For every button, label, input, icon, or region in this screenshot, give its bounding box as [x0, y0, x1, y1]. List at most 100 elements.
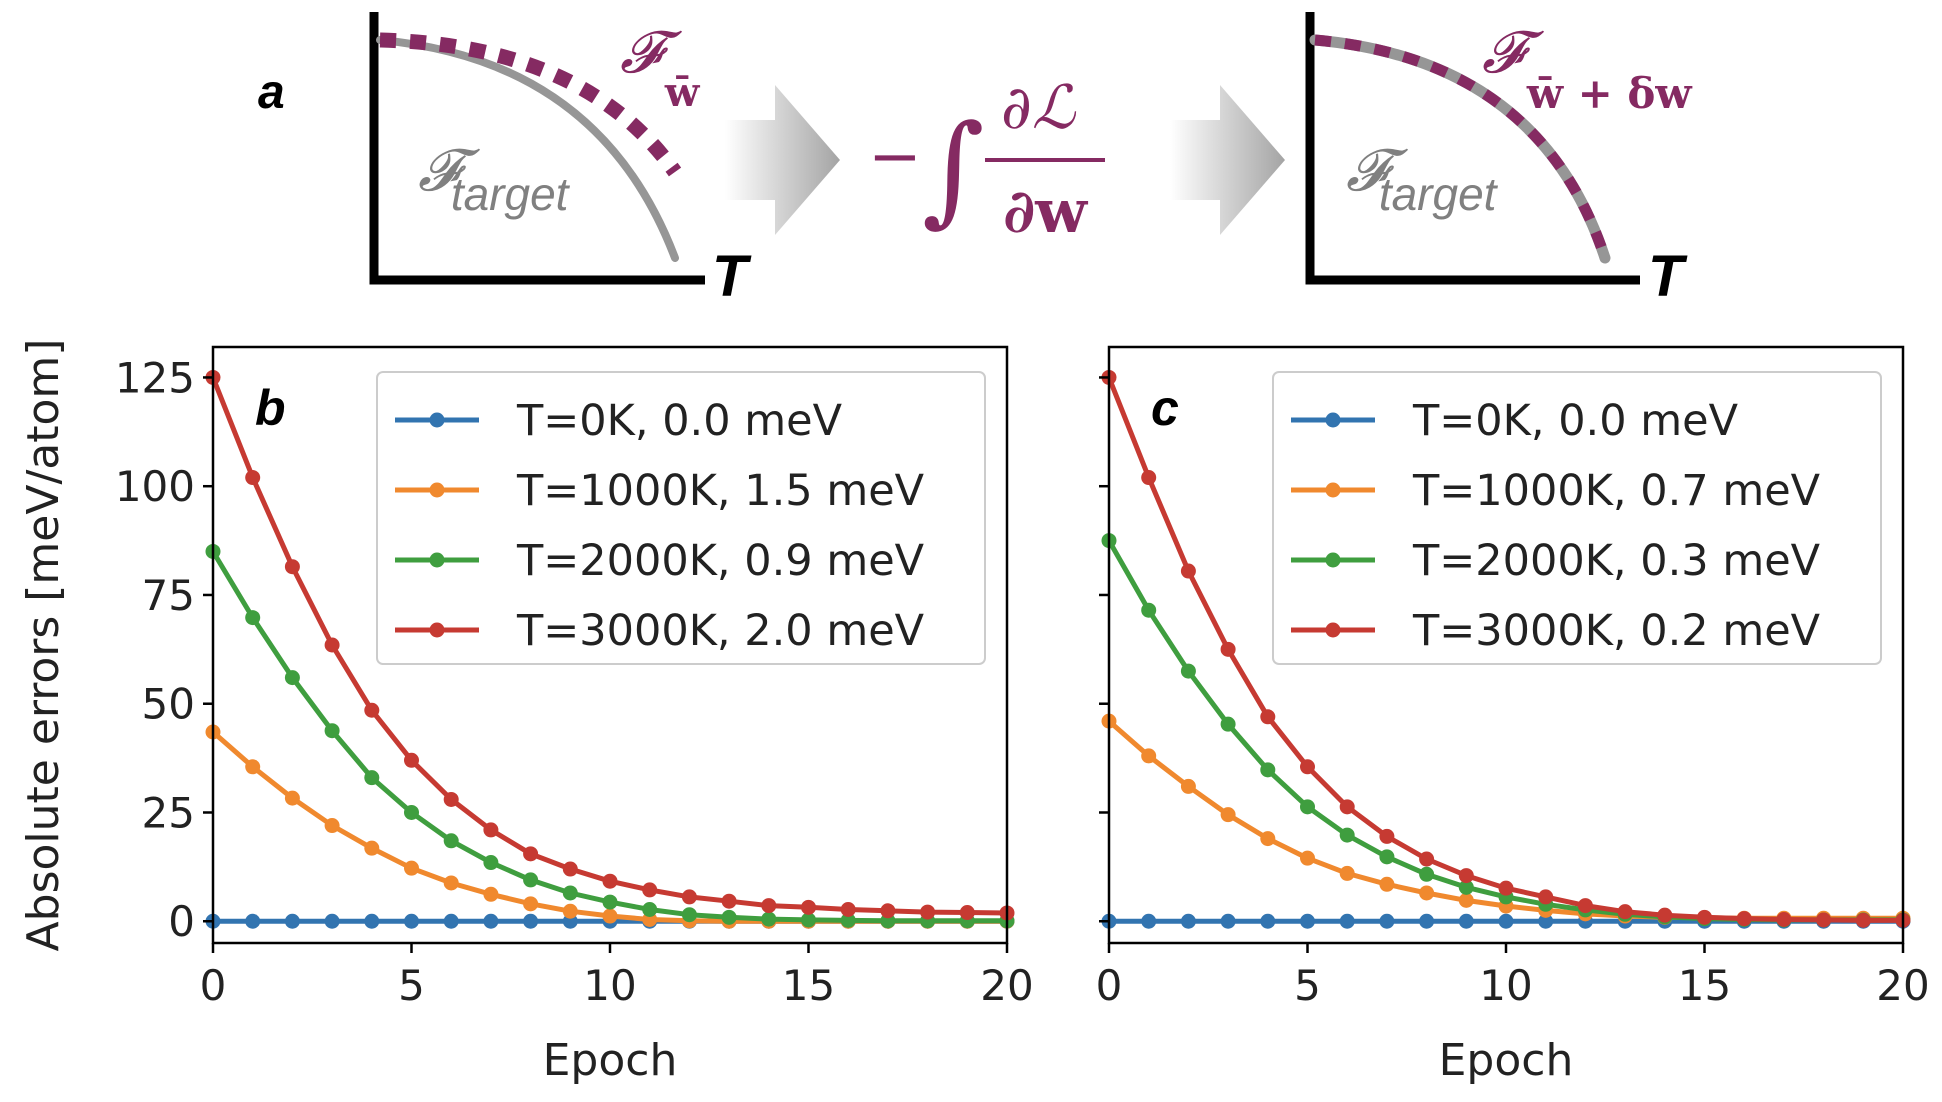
- legend-entry: T=3000K, 2.0 meV: [395, 606, 925, 656]
- x-tick-label: 0: [200, 961, 227, 1010]
- data-point: [1458, 879, 1474, 895]
- data-point: [1498, 880, 1514, 896]
- data-point: [1458, 868, 1474, 884]
- data-point: [1697, 909, 1712, 925]
- left-model-label: 𝓕w̄: [620, 18, 701, 116]
- left-target-label: 𝓕target: [418, 136, 571, 220]
- data-point: [602, 873, 618, 889]
- x-tick-label: 20: [980, 961, 1033, 1010]
- right-target-label: 𝓕target: [1346, 136, 1499, 220]
- data-point: [284, 790, 300, 806]
- data-point: [1419, 866, 1435, 882]
- data-point: [1220, 807, 1236, 823]
- data-point: [245, 610, 261, 626]
- left-target-subscript: target: [451, 168, 571, 220]
- arrow-2: [1170, 85, 1285, 235]
- y-tick-label: 100: [115, 462, 195, 511]
- data-point: [443, 833, 459, 849]
- data-point: [721, 909, 737, 925]
- right-sketch-axes: [1305, 12, 1640, 285]
- data-point: [1816, 912, 1832, 928]
- operator-minus: −: [868, 120, 922, 194]
- legend-marker: [429, 482, 445, 498]
- y-tick-label: 0: [168, 897, 195, 946]
- left-sketch: 𝓕w̄ 𝓕target T: [369, 12, 752, 309]
- y-tick-label: 25: [142, 788, 195, 837]
- data-point: [801, 899, 816, 915]
- data-point: [642, 882, 658, 898]
- data-point: [1657, 907, 1673, 923]
- chart-panel-b: 0 5 10 15 20 0 25 50 75 100 125 Epoch Absolute error…: [18, 339, 1034, 1086]
- data-point: [1379, 849, 1395, 865]
- legend-label: T=3000K, 0.2 meV: [1412, 606, 1821, 656]
- data-point: [1300, 759, 1315, 775]
- data-point: [840, 902, 856, 918]
- y-tick-label: 50: [142, 680, 195, 729]
- panel-label-a: a: [258, 66, 285, 119]
- right-model-curve: [1314, 34, 1611, 260]
- data-point: [364, 840, 380, 856]
- panel-label-c: c: [1151, 380, 1179, 436]
- data-point: [1538, 913, 1554, 929]
- legend-entry: T=0K, 0.0 meV: [395, 396, 843, 446]
- data-point: [364, 702, 380, 718]
- x-tick-label: 5: [1294, 961, 1321, 1010]
- data-point: [1419, 913, 1435, 929]
- data-point: [1180, 563, 1196, 579]
- data-point: [1141, 470, 1157, 486]
- legend-label: T=2000K, 0.9 meV: [516, 536, 925, 586]
- data-point: [1260, 762, 1276, 778]
- data-point: [1776, 912, 1792, 928]
- legend-entry: T=1000K, 1.5 meV: [395, 466, 925, 516]
- left-sketch-axes: [369, 12, 705, 285]
- data-point: [1220, 716, 1236, 732]
- data-point: [324, 637, 340, 653]
- data-point: [840, 912, 856, 928]
- data-point: [721, 893, 737, 909]
- legend-marker: [1325, 482, 1341, 498]
- legend: T=0K, 0.0 meV T=1000K, 1.5 meV T=2000K, 0.…: [376, 371, 986, 665]
- data-point: [1180, 663, 1196, 679]
- legend-label: T=0K, 0.0 meV: [516, 396, 843, 446]
- data-point: [483, 886, 499, 902]
- data-point: [602, 894, 618, 910]
- left-model-subscript: w̄: [664, 69, 701, 116]
- legend-label: T=1000K, 0.7 meV: [1412, 466, 1821, 516]
- data-point: [523, 913, 539, 929]
- x-axis-label: Epoch: [1439, 1035, 1574, 1086]
- data-point: [443, 791, 459, 807]
- x-tick-label: 20: [1876, 961, 1929, 1010]
- legend-box: [1272, 371, 1882, 665]
- data-point: [284, 670, 300, 686]
- legend-marker: [429, 412, 445, 428]
- data-point: [562, 861, 578, 877]
- data-point: [1379, 828, 1395, 844]
- data-point: [1538, 889, 1554, 905]
- data-point: [1220, 641, 1236, 657]
- data-point: [1379, 876, 1395, 892]
- gradient-operator: − ∫ ∂ℒ ∂w: [868, 73, 1105, 247]
- data-point: [523, 896, 539, 912]
- data-point: [404, 804, 419, 820]
- data-point: [1300, 850, 1315, 866]
- data-point: [1339, 799, 1355, 815]
- operator-denominator: ∂w: [1003, 177, 1088, 247]
- data-point: [284, 559, 300, 575]
- operator-integral: ∫: [922, 100, 985, 239]
- data-point: [324, 913, 340, 929]
- arrow-1: [725, 85, 840, 235]
- data-point: [1300, 913, 1315, 929]
- data-point: [562, 903, 578, 919]
- data-point: [364, 770, 380, 786]
- series-3: [1101, 369, 1911, 928]
- data-point: [681, 907, 697, 923]
- data-point: [324, 723, 340, 739]
- data-point: [483, 913, 499, 929]
- y-axis-label: Absolute errors [meV/atom]: [18, 339, 69, 952]
- right-axis-label: T: [1648, 244, 1688, 309]
- schematic-panel: a 𝓕w̄ 𝓕target T − ∫ ∂ℒ: [258, 12, 1692, 309]
- data-point: [404, 913, 419, 929]
- data-point: [920, 904, 936, 920]
- data-point: [681, 889, 697, 905]
- legend: T=0K, 0.0 meV T=1000K, 0.7 meV T=2000K, 0.…: [1272, 371, 1882, 665]
